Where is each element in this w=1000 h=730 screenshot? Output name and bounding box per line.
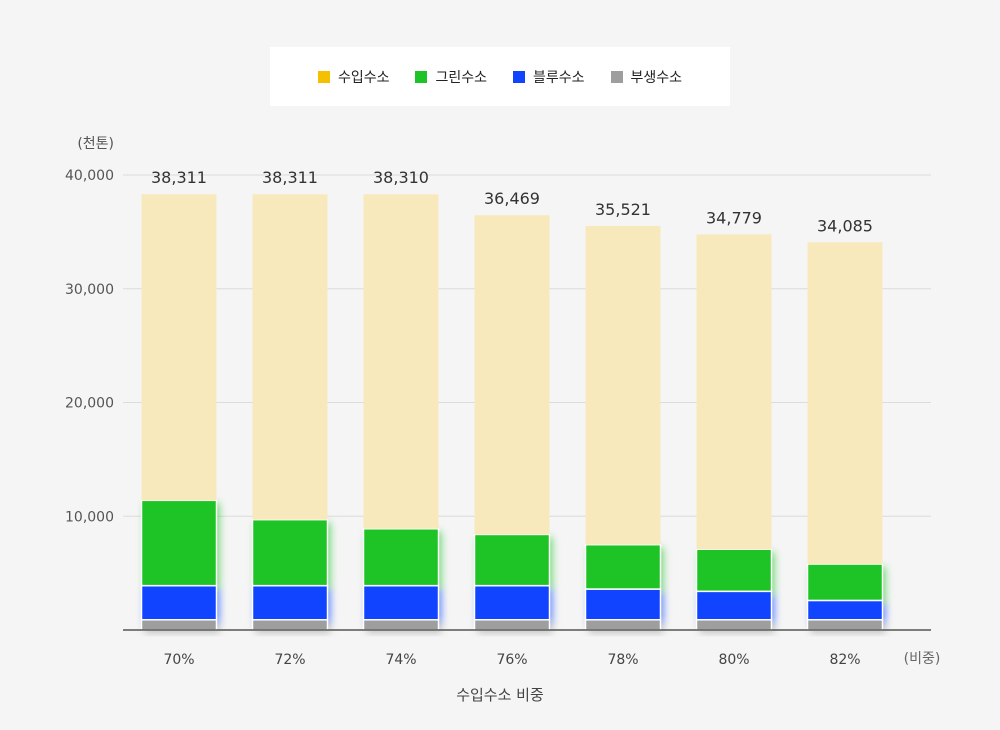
legend-label: 그린수소 (435, 69, 487, 86)
legend-label: 블루수소 (533, 69, 585, 86)
bar-segment (251, 619, 329, 631)
bar-segment (140, 619, 218, 631)
bar-segment (362, 619, 440, 631)
y-axis-unit: (천톤) (77, 136, 114, 152)
y-tick-label: 10,000 (65, 509, 114, 525)
bar-total-label: 34,779 (706, 208, 762, 227)
x-tick-label: 80% (718, 652, 749, 668)
legend-swatch (513, 70, 525, 83)
legend-swatch (317, 70, 330, 83)
legend-item: 수입수소 (317, 67, 390, 87)
bar-segment (584, 588, 662, 621)
bar-segment (140, 499, 218, 587)
chart-legend: 수입수소 그린수소 블루수소 부생수소 (270, 47, 730, 106)
x-tick-label: 70% (163, 652, 194, 668)
x-tick-label: 76% (496, 652, 527, 668)
bar-total-label: 38,311 (262, 168, 318, 187)
bar-segment (695, 548, 773, 593)
bar-total-label: 35,521 (595, 200, 651, 219)
y-tick-label: 40,000 (65, 168, 114, 184)
legend-item: 그린수소 (415, 67, 487, 87)
bar-segment (363, 194, 439, 529)
bar-total-label: 36,469 (484, 189, 540, 208)
bar-segment (140, 584, 218, 621)
bar-segment (473, 619, 551, 631)
bar-segment (362, 584, 440, 621)
bar-segment (473, 533, 551, 587)
bar-segment (251, 584, 329, 621)
x-axis-unit: (비중) (904, 651, 941, 667)
legend-label: 수입수소 (337, 69, 390, 86)
bar-segment (473, 584, 551, 621)
y-tick-label: 30,000 (65, 282, 114, 298)
x-tick-label: 72% (274, 652, 305, 668)
y-tick-label: 20,000 (65, 396, 114, 412)
bar-total-label: 38,310 (373, 168, 429, 187)
legend-item: 부생수소 (610, 67, 683, 87)
legend-label: 부생수소 (630, 69, 683, 86)
x-tick-label: 82% (829, 652, 860, 668)
bar-segment (806, 563, 884, 602)
bar-total-label: 38,311 (151, 168, 207, 187)
bar-segment (807, 242, 883, 565)
bar-total-label: 34,085 (817, 216, 873, 235)
x-tick-label: 78% (607, 652, 638, 668)
bar-segment (806, 599, 884, 621)
bar-segment (584, 543, 662, 590)
bar-segment (585, 225, 661, 545)
x-tick-label: 74% (385, 652, 416, 668)
legend-swatch (415, 70, 428, 83)
bar-segment (695, 619, 773, 631)
bar-segment (696, 234, 772, 550)
bar-segment (474, 215, 550, 535)
bar-segment (252, 194, 328, 520)
legend-item: 블루수소 (513, 67, 585, 87)
bar-segment (362, 528, 440, 587)
bar-segment (806, 619, 884, 631)
x-axis-title: 수입수소 비중 (456, 686, 544, 704)
bar-segment (584, 619, 662, 631)
bar-segment (695, 590, 773, 621)
bar-segment (141, 194, 217, 501)
legend-swatch (610, 70, 623, 83)
bar-segment (251, 518, 329, 587)
